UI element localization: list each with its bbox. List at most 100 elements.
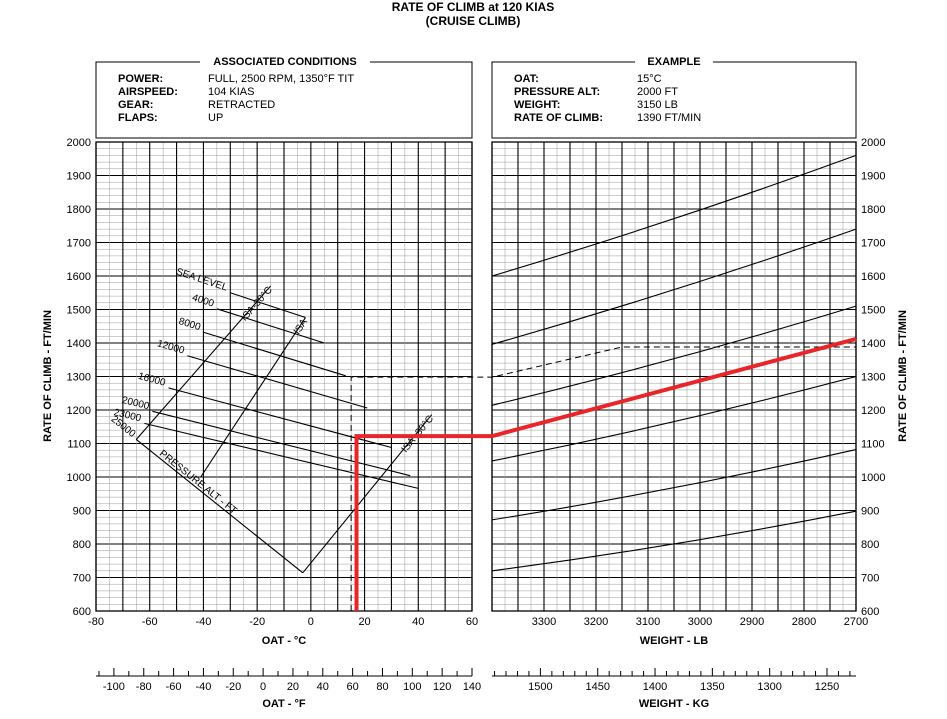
oat-f-tick-label: -60 <box>166 681 182 693</box>
weight-lb-tick-label: 2700 <box>844 616 868 628</box>
weight-kg-tick-label: 1250 <box>815 681 839 693</box>
weight-lb-tick-label: 3000 <box>688 616 712 628</box>
pressure-altitude-overlay: SEA LEVEL4000800012000160002000023000250… <box>109 266 436 574</box>
y-tick-label-left: 1100 <box>67 439 91 451</box>
oat-c-tick-label: 20 <box>358 616 370 628</box>
weight-guide-line <box>491 305 857 406</box>
y-tick-label-right: 700 <box>861 573 879 585</box>
y-tick-label-right: 1500 <box>861 305 885 317</box>
y-tick-label-right: 1000 <box>861 472 885 484</box>
condition-label: FLAPS: <box>118 112 158 124</box>
y-tick-label-right: 1800 <box>861 204 885 216</box>
condition-label: POWER: <box>118 73 163 85</box>
condition-value: FULL, 2500 RPM, 1350°F TIT <box>208 73 354 85</box>
y-tick-label-right: 2000 <box>861 137 885 149</box>
weight-grid <box>491 141 857 612</box>
oat-f-tick-label: -20 <box>225 681 241 693</box>
weight-guide-line <box>491 448 857 521</box>
y-tick-label-right: 1700 <box>861 238 885 250</box>
oat-c-tick-label: -40 <box>195 616 211 628</box>
condition-label: AIRSPEED: <box>118 86 178 98</box>
y-tick-label-right: 900 <box>861 506 879 518</box>
y-tick-label-left: 1700 <box>67 238 91 250</box>
oat-grid <box>95 141 473 612</box>
weight-lb-tick-label: 3200 <box>584 616 608 628</box>
condition-value: RETRACTED <box>208 99 275 111</box>
y-tick-label-right: 800 <box>861 539 879 551</box>
y-tick-label-left: 900 <box>73 506 91 518</box>
oat-f-tick-label: 80 <box>376 681 388 693</box>
oat-c-tick-label: -60 <box>142 616 158 628</box>
weight-kg-axis-label: WEIGHT - KG <box>639 698 709 710</box>
pressure-alt-label: 8000 <box>177 316 202 333</box>
pressure-alt-line <box>203 331 346 377</box>
y-tick-label-left: 1900 <box>67 171 91 183</box>
isa-line <box>135 285 271 440</box>
weight-kg-tick-label: 1500 <box>528 681 552 693</box>
y-tick-label-left: 1600 <box>67 271 91 283</box>
pressure-alt-line <box>135 439 304 574</box>
example-value: 2000 FT <box>637 86 678 98</box>
y-axis-label-left: RATE OF CLIMB - FT/MIN <box>42 310 54 442</box>
oat-f-axis-label: OAT - °F <box>262 698 306 710</box>
oat-c-tick-label: -80 <box>88 616 104 628</box>
chart-title: RATE OF CLIMB at 120 KIAS <box>392 0 554 14</box>
associated-conditions-box: ASSOCIATED CONDITIONS POWER: FULL, 2500 R… <box>95 54 473 139</box>
weight-guide-lines <box>491 154 857 572</box>
oat-c-tick-label: 0 <box>308 616 314 628</box>
oat-f-tick-label: 100 <box>403 681 421 693</box>
pressure-alt-line <box>230 292 306 319</box>
weight-guide-line <box>491 228 857 345</box>
y-tick-label-left: 600 <box>73 606 91 618</box>
example-path-line <box>354 337 857 611</box>
weight-guide-line <box>491 375 857 462</box>
oat-f-tick-label: -100 <box>103 681 125 693</box>
associated-conditions-heading: ASSOCIATED CONDITIONS <box>213 56 356 68</box>
y-tick-label-right: 1100 <box>861 439 885 451</box>
example-label: RATE OF CLIMB: <box>514 112 603 124</box>
oat-f-tick-label: 120 <box>433 681 451 693</box>
y-tick-label-left: 1000 <box>67 472 91 484</box>
condition-value: UP <box>208 112 223 124</box>
pressure-alt-line <box>144 422 419 489</box>
weight-kg-tick-label: 1350 <box>700 681 724 693</box>
weight-guide-line <box>491 154 857 277</box>
weight-lb-tick-label: 2800 <box>792 616 816 628</box>
oat-f-tick-label: 20 <box>287 681 299 693</box>
y-tick-label-left: 1300 <box>67 372 91 384</box>
pressure-alt-label: 12000 <box>156 338 186 356</box>
y-tick-label-left: 1200 <box>67 405 91 417</box>
weight-lb-tick-label: 3300 <box>532 616 556 628</box>
y-tick-label-right: 1900 <box>861 171 885 183</box>
pressure-alt-caption: PRESSURE ALT - FT <box>157 448 239 516</box>
y-tick-label-left: 800 <box>73 539 91 551</box>
y-tick-label-left: 1500 <box>67 305 91 317</box>
example-label: PRESSURE ALT: <box>514 86 600 98</box>
oat-f-tick-label: 40 <box>317 681 329 693</box>
pressure-alt-line <box>168 387 392 449</box>
weight-kg-tick-label: 1450 <box>585 681 609 693</box>
oat-c-tick-label: 60 <box>466 616 478 628</box>
oat-c-axis-label: OAT - °C <box>262 635 307 647</box>
example-value: 3150 LB <box>637 99 678 111</box>
example-label: OAT: <box>514 73 539 85</box>
weight-kg-tick-label: 1400 <box>643 681 667 693</box>
weight-lb-tick-label: 3100 <box>636 616 660 628</box>
oat-c-tick-label: -20 <box>249 616 265 628</box>
oat-f-tick-label: 140 <box>463 681 481 693</box>
y-tick-label-right: 1300 <box>861 372 885 384</box>
y-tick-label-right: 1400 <box>861 338 885 350</box>
example-heading: EXAMPLE <box>647 56 700 68</box>
pressure-alt-line <box>187 355 368 409</box>
oat-c-tick-label: 40 <box>412 616 424 628</box>
oat-f-tick-label: 60 <box>347 681 359 693</box>
isa-line <box>200 317 306 478</box>
example-box: EXAMPLE OAT: 15°C PRESSURE ALT: 2000 FT WEIG… <box>491 54 857 139</box>
y-axis-label-right: RATE OF CLIMB - FT/MIN <box>897 310 909 442</box>
weight-guide-line <box>491 510 857 572</box>
example-solution <box>350 337 857 611</box>
y-tick-label-left: 2000 <box>67 137 91 149</box>
y-tick-label-left: 1400 <box>67 338 91 350</box>
y-tick-label-left: 1800 <box>67 204 91 216</box>
